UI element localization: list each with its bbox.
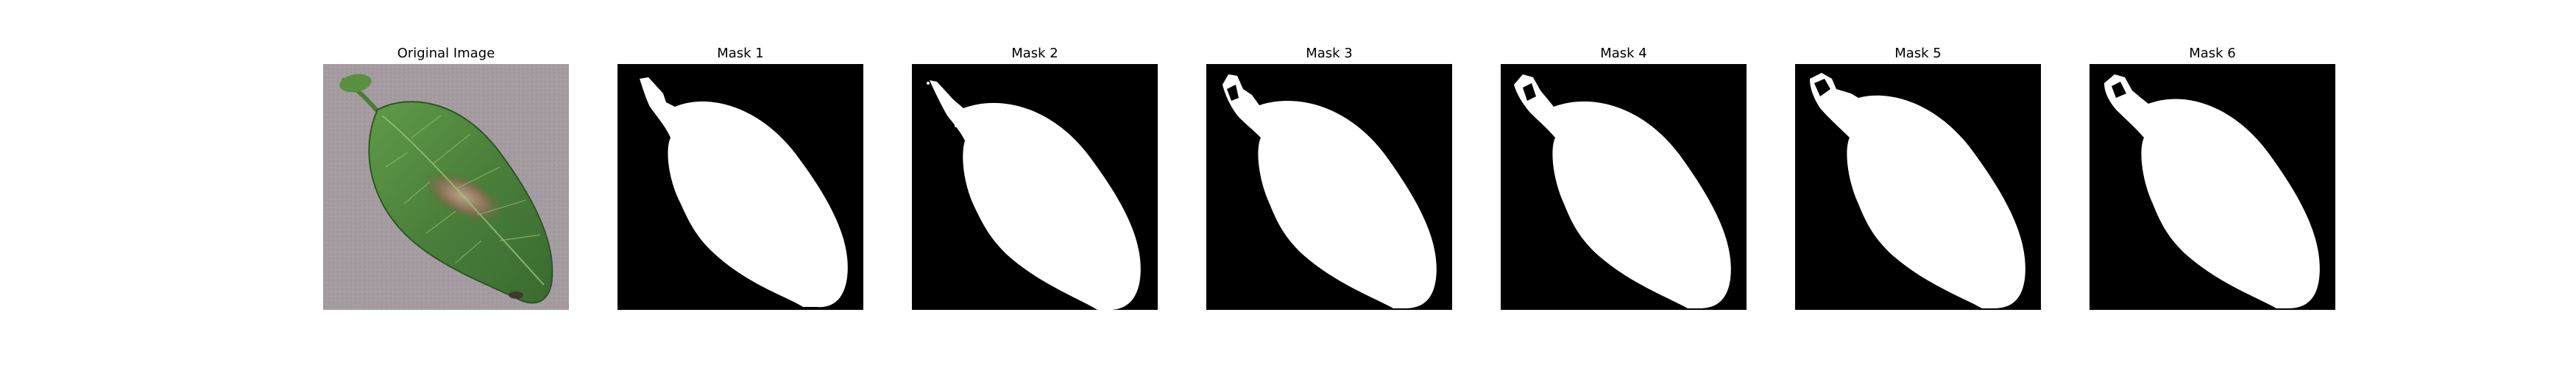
mask-hole: [1814, 79, 1830, 96]
mask-image: [2090, 64, 2335, 310]
mask-shape: [930, 80, 1141, 310]
mask-shape: [640, 77, 848, 308]
mask-shape: [2104, 74, 2320, 308]
mask-image: [912, 64, 1158, 310]
mask-image: [618, 64, 863, 310]
mask-hole: [2112, 82, 2126, 98]
mask-image: [1501, 64, 1747, 310]
panel-title: Mask 3: [1306, 46, 1353, 61]
mask-hole: [1523, 83, 1536, 101]
side-veins: [385, 115, 541, 263]
mask-speck: [1102, 304, 1105, 307]
leaflet: [339, 74, 372, 93]
panel-title: Mask 6: [2189, 46, 2236, 61]
leaf-tip-spot: [509, 291, 523, 299]
panel-title: Mask 2: [1011, 46, 1058, 61]
panel-title: Original Image: [397, 46, 495, 61]
mask-shape: [1222, 74, 1437, 308]
original-leaf-photo: [323, 64, 569, 310]
mask-image: [1206, 64, 1452, 310]
mask-shape: [1810, 73, 2025, 308]
mask-image: [1795, 64, 2041, 310]
mask-shape: [1514, 74, 1731, 308]
mask-speck: [955, 124, 958, 127]
panel-title: Mask 5: [1894, 46, 1942, 61]
panel-title: Mask 1: [717, 46, 764, 61]
mask-hole: [1227, 85, 1239, 101]
midrib: [381, 115, 545, 286]
mask-speck: [927, 82, 930, 85]
panel-title: Mask 4: [1600, 46, 1647, 61]
